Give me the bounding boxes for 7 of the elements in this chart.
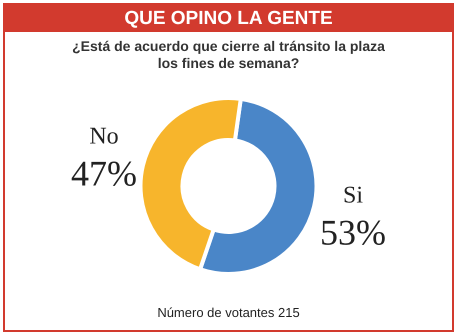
chart-subtitle: ¿Está de acuerdo que cierre al tránsito la plaza los fines de semana? <box>71 38 386 72</box>
data-label: 47% <box>70 153 137 194</box>
data-label: 53% <box>320 212 386 253</box>
slice-label: Si <box>342 182 364 209</box>
chart-title: QUE OPINO LA GENTE <box>5 5 452 32</box>
text: Número de votantes 215 <box>156 305 301 320</box>
slice-label: No <box>89 123 119 150</box>
